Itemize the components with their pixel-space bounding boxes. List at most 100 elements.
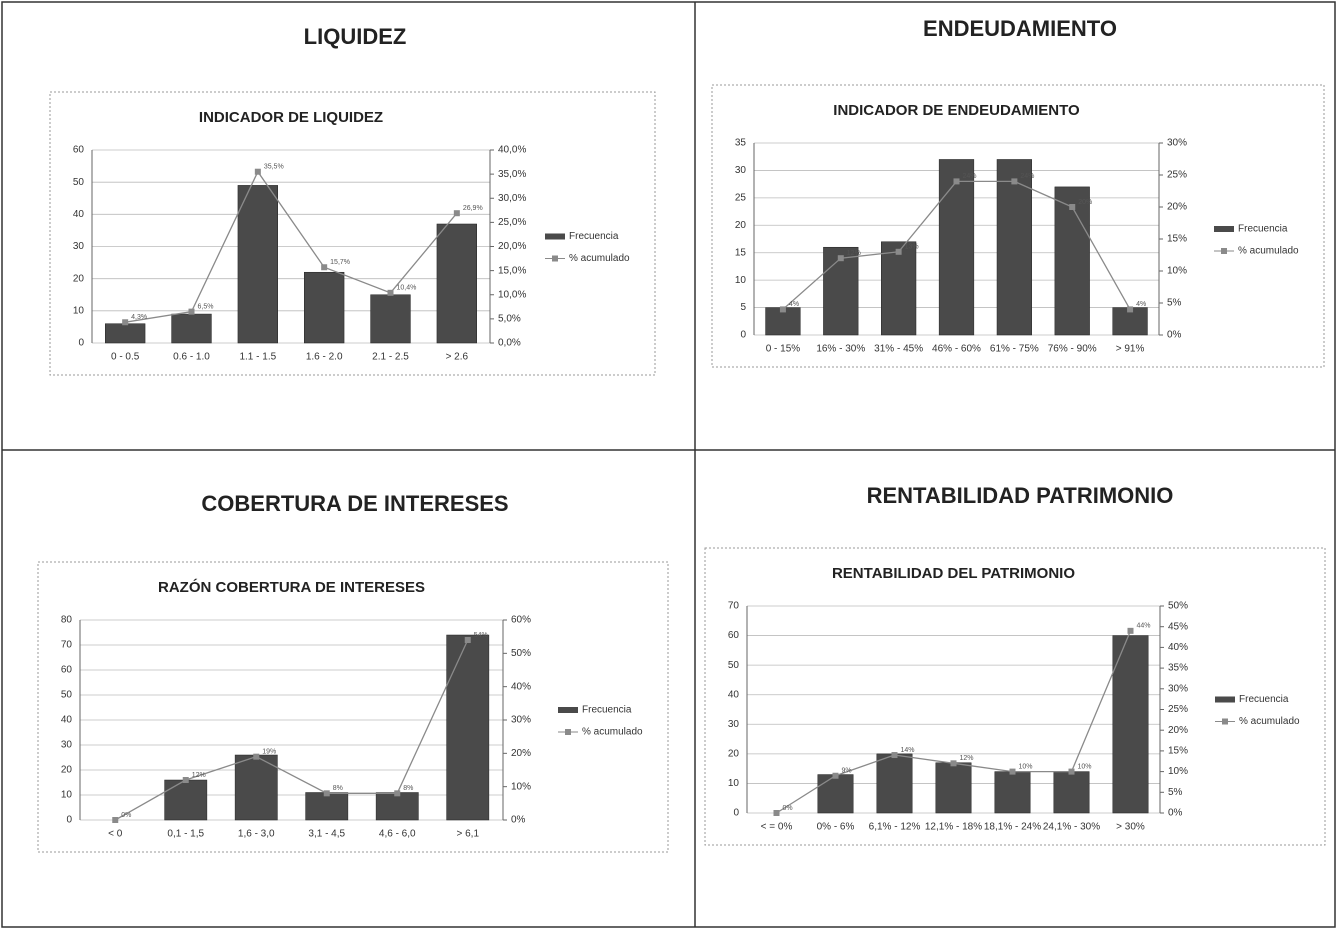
- data-label: 6,5%: [198, 303, 214, 310]
- y-tick-label: 40: [61, 715, 73, 726]
- marker: [464, 637, 471, 643]
- bar: [237, 185, 278, 344]
- y-tick-label: 50: [61, 690, 73, 701]
- data-label: 0%: [783, 805, 793, 812]
- legend-swatch: [545, 233, 565, 240]
- data-label: 8%: [333, 785, 343, 792]
- marker: [253, 753, 260, 760]
- y2-tick-label: 35%: [1168, 663, 1188, 674]
- chart-box: [711, 84, 1325, 368]
- data-label: 4,3%: [131, 314, 147, 321]
- y2-tick-label: 15%: [1168, 746, 1188, 757]
- y2-tick-label: 45%: [1168, 621, 1188, 632]
- marker: [254, 168, 261, 175]
- y-tick-label: 0: [740, 330, 746, 341]
- y-tick-label: 0: [78, 338, 84, 349]
- x-tick-label: 46% - 60%: [932, 344, 981, 355]
- y-tick-label: 30: [735, 165, 747, 176]
- x-tick-label: > 91%: [1116, 344, 1145, 355]
- y2-tick-label: 25,0%: [498, 217, 526, 228]
- y-tick-label: 30: [61, 740, 73, 751]
- marker: [1069, 204, 1076, 210]
- y2-tick-label: 50%: [1168, 601, 1188, 612]
- bar: [994, 771, 1031, 814]
- bar: [234, 754, 278, 821]
- legend-label: Frecuencia: [569, 231, 619, 242]
- y2-tick-label: 10%: [511, 781, 531, 792]
- bar: [938, 159, 975, 336]
- panel-heading: ENDEUDAMIENTO: [923, 16, 1117, 41]
- y-tick-label: 60: [73, 145, 85, 156]
- y2-tick-label: 10%: [1168, 766, 1188, 777]
- legend-swatch: [1214, 226, 1234, 232]
- x-tick-label: 0% - 6%: [817, 822, 855, 833]
- y-tick-label: 25: [735, 192, 747, 203]
- marker: [1127, 306, 1134, 313]
- legend-label: % acumulado: [582, 727, 643, 738]
- bar: [171, 313, 212, 344]
- y-tick-label: 10: [73, 305, 85, 316]
- y-tick-label: 40: [73, 209, 85, 220]
- y-tick-label: 15: [735, 247, 747, 258]
- data-label: 26,9%: [463, 205, 483, 212]
- x-tick-label: 0.6 - 1.0: [173, 352, 210, 363]
- marker: [387, 289, 394, 296]
- x-tick-label: 0,1 - 1,5: [167, 829, 204, 840]
- legend-label: Frecuencia: [1238, 224, 1288, 235]
- legend-marker: [565, 729, 571, 735]
- y2-tick-label: 30,0%: [498, 193, 526, 204]
- data-label: 24%: [1020, 173, 1034, 180]
- y2-tick-label: 35,0%: [498, 169, 526, 180]
- y2-tick-label: 25%: [1168, 704, 1188, 715]
- data-label: 13%: [905, 244, 919, 251]
- x-tick-label: 31% - 45%: [874, 344, 923, 355]
- x-tick-label: < 0: [108, 829, 123, 840]
- legend-marker: [1222, 718, 1228, 725]
- marker: [182, 777, 189, 783]
- y2-tick-label: 40%: [511, 681, 531, 692]
- y2-tick-label: 25%: [1167, 170, 1187, 181]
- marker: [832, 772, 839, 779]
- bar: [446, 634, 490, 821]
- y-tick-label: 70: [728, 601, 740, 612]
- y2-tick-label: 20%: [1168, 725, 1188, 736]
- chart-title: RAZÓN COBERTURA DE INTERESES: [158, 578, 425, 596]
- x-tick-label: 1.1 - 1.5: [239, 352, 276, 363]
- y-tick-label: 0: [66, 815, 72, 826]
- x-tick-label: 0 - 15%: [766, 344, 801, 355]
- y-tick-label: 20: [728, 748, 740, 759]
- marker: [773, 810, 780, 816]
- data-label: 12%: [960, 755, 974, 762]
- y2-tick-label: 40,0%: [498, 145, 526, 156]
- y-tick-label: 10: [728, 778, 740, 789]
- x-tick-label: 24,1% - 30%: [1043, 822, 1100, 833]
- bar: [881, 241, 917, 336]
- y-tick-label: 10: [735, 275, 747, 286]
- y2-tick-label: 0%: [1168, 808, 1183, 819]
- line: [125, 170, 458, 323]
- data-label: 9%: [842, 768, 852, 775]
- x-tick-label: > 6,1: [456, 829, 479, 840]
- y-tick-label: 60: [728, 630, 740, 641]
- bar: [436, 223, 477, 344]
- x-tick-label: 1,6 - 3,0: [238, 829, 275, 840]
- data-label: 12%: [192, 772, 206, 779]
- data-label: 10%: [1078, 763, 1092, 770]
- marker: [112, 817, 119, 823]
- marker: [895, 248, 902, 255]
- bar: [817, 774, 854, 814]
- bar: [1054, 186, 1090, 336]
- y2-tick-label: 15,0%: [498, 265, 526, 276]
- data-label: 24%: [963, 173, 977, 180]
- data-label: 15,7%: [330, 259, 350, 266]
- y2-tick-label: 10,0%: [498, 289, 526, 300]
- line: [114, 639, 469, 821]
- data-label: 8%: [403, 785, 413, 792]
- data-label: 44%: [1137, 623, 1151, 630]
- data-label: 35,5%: [264, 164, 284, 171]
- legend-swatch: [558, 707, 578, 713]
- data-label: 20%: [1078, 199, 1092, 206]
- legend-label: Frecuencia: [1239, 694, 1289, 705]
- data-label: 10%: [1019, 763, 1033, 770]
